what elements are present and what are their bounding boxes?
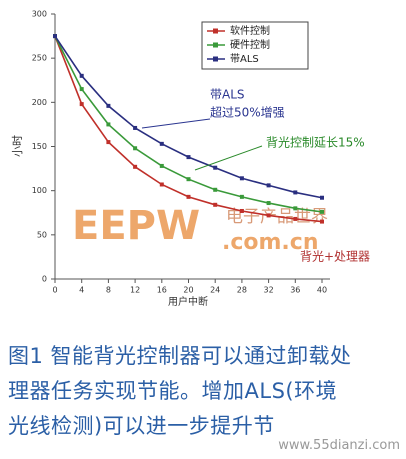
x-tick-label: 24 [210,286,220,295]
point [320,219,324,224]
y-tick-label: 150 [32,142,47,151]
watermark: www.55dianzi.com [278,438,400,453]
x-axis-label: 用户中断 [168,295,208,308]
point [213,187,218,192]
point [79,102,84,107]
annotation: 带ALS [210,88,245,102]
legend-marker [213,28,218,34]
annotation-arrow [141,118,211,129]
point [133,164,138,169]
legend-marker [213,56,218,62]
annotation: 背光+处理器 [300,250,370,264]
point [106,140,111,145]
x-tick-label: 32 [264,286,274,295]
x-tick-label: 4 [79,286,84,295]
point [186,155,191,160]
x-tick-label: 28 [237,286,247,295]
point [213,165,218,170]
x-tick-label: 8 [106,286,111,295]
watermark: EEPW [72,203,200,249]
x-tick-label: 12 [130,286,140,295]
y-tick-label: 300 [32,10,47,19]
annotation: 背光控制延长15% [266,136,365,150]
x-tick-label: 0 [52,286,57,295]
point [266,183,271,188]
point [79,73,84,78]
point [106,122,111,127]
point [320,195,324,200]
x-tick-label: 36 [290,286,300,295]
x-tick-label: 16 [157,286,167,295]
chart: 小时 用户中断 EEPW 电子产品世界 .com.cn 050100150200… [11,10,370,309]
y-axis-label: 小时 [11,135,24,157]
point [159,163,164,168]
caption-line: 理器任务实现节能。增加ALS(环境 [8,379,338,403]
annotation: 超过50%增强 [210,105,285,120]
point [186,194,191,199]
y-tick-label: 50 [37,230,47,239]
point [239,176,244,181]
point [159,141,164,146]
y-tick-label: 100 [32,186,47,195]
y-tick-label: 0 [42,275,47,284]
x-tick-label: 40 [317,286,327,295]
point [293,206,298,211]
point [53,34,57,39]
y-tick-label: 200 [32,98,47,107]
annotation-arrow [194,145,263,171]
y-tick-label: 250 [32,54,47,63]
legend-marker [213,42,218,48]
caption-line: 图1 智能背光控制器可以通过卸载处 [8,344,352,368]
point [213,202,218,207]
point [239,208,244,213]
x-tick-label: 20 [183,286,193,295]
caption-line: 光线检测)可以进一步提升节 [8,414,275,438]
watermark: .com.cn [222,230,319,255]
point [266,201,271,206]
point [293,190,298,195]
point [186,177,191,182]
legend-label: 带ALS [230,53,259,65]
point [106,103,111,108]
point [266,213,271,218]
point [159,182,164,187]
point [293,216,298,221]
point [133,125,138,130]
point [239,194,244,199]
legend-label: 软件控制 [230,24,270,37]
point [79,87,84,92]
point [133,146,138,151]
point [320,209,324,214]
legend-label: 硬件控制 [230,38,270,51]
